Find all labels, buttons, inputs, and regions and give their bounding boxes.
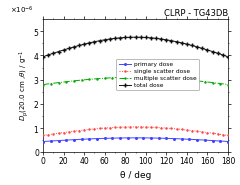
total dose [137, 36, 139, 38]
single scatter dose [211, 132, 214, 134]
multiple scatter dose [103, 77, 106, 79]
multiple scatter dose [198, 80, 201, 82]
total dose [204, 48, 206, 50]
single scatter dose [83, 129, 86, 131]
Y-axis label: $D_\mathrm{p}$(20.0 cm ,$\theta$) / g$^{-1}$: $D_\mathrm{p}$(20.0 cm ,$\theta$) / g$^{… [18, 50, 31, 121]
multiple scatter dose [42, 84, 45, 86]
total dose [42, 56, 45, 58]
single scatter dose [137, 126, 139, 128]
primary dose [137, 137, 139, 139]
total dose [103, 39, 106, 41]
Legend: primary dose, single scatter dose, multiple scatter dose, total dose: primary dose, single scatter dose, multi… [116, 59, 199, 90]
Line: single scatter dose: single scatter dose [42, 126, 229, 137]
primary dose [227, 140, 229, 143]
total dose [211, 51, 214, 53]
multiple scatter dose [211, 82, 214, 84]
total dose [227, 56, 229, 58]
X-axis label: θ / deg: θ / deg [120, 171, 151, 180]
Line: primary dose: primary dose [42, 137, 229, 142]
primary dose [204, 139, 206, 141]
primary dose [134, 137, 137, 139]
multiple scatter dose [134, 76, 137, 78]
primary dose [211, 139, 214, 142]
multiple scatter dose [83, 79, 86, 81]
Text: CLRP - TG43DB: CLRP - TG43DB [164, 9, 228, 18]
single scatter dose [204, 131, 206, 133]
multiple scatter dose [204, 81, 206, 83]
total dose [83, 43, 86, 45]
single scatter dose [103, 127, 106, 129]
primary dose [198, 139, 201, 141]
total dose [134, 36, 137, 38]
primary dose [103, 137, 106, 139]
single scatter dose [227, 134, 229, 137]
Text: $\times10^{-6}$: $\times10^{-6}$ [10, 5, 34, 16]
Line: total dose: total dose [42, 36, 230, 59]
single scatter dose [198, 130, 201, 133]
primary dose [83, 138, 86, 140]
Line: multiple scatter dose: multiple scatter dose [42, 76, 229, 86]
multiple scatter dose [227, 84, 229, 86]
primary dose [42, 140, 45, 143]
single scatter dose [134, 126, 137, 128]
multiple scatter dose [137, 76, 139, 78]
single scatter dose [42, 134, 45, 137]
total dose [198, 47, 201, 49]
